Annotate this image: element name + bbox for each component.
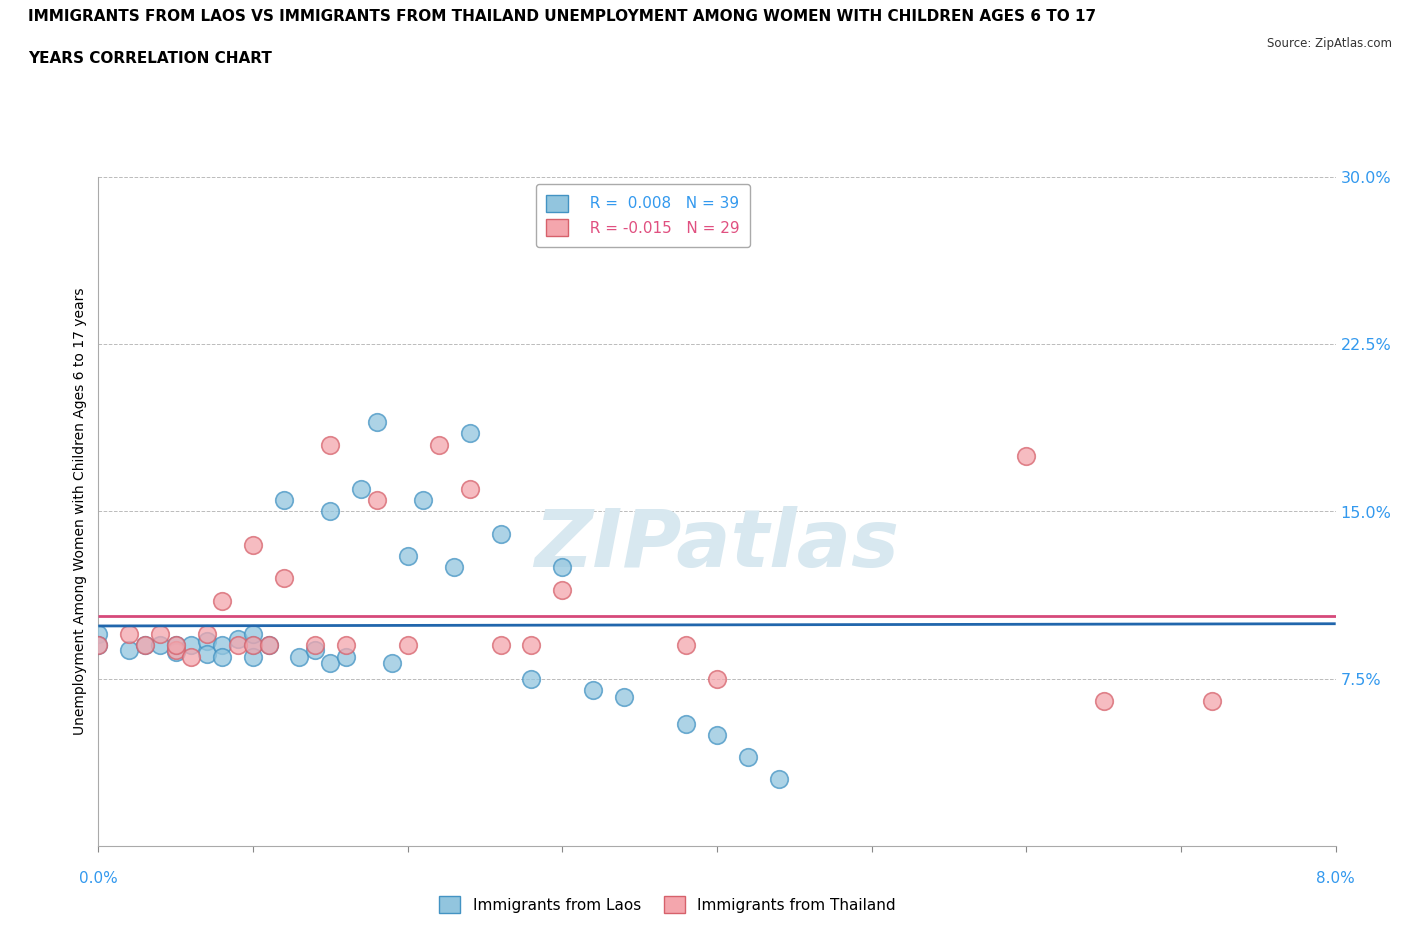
Point (706, 671, 728, 686)
Point (396, 549, 419, 564)
Point (288, 649, 311, 664)
Point (319, 504, 342, 519)
Point (319, 656, 342, 671)
Point (427, 437, 450, 452)
Point (257, 638, 280, 653)
Point (226, 631, 249, 646)
Point (87, 638, 110, 653)
Point (149, 627, 172, 642)
Point (211, 638, 233, 653)
Point (87, 638, 110, 653)
Point (1201, 694, 1223, 709)
Point (118, 643, 141, 658)
Point (195, 647, 218, 662)
Point (443, 560, 465, 575)
Point (675, 638, 697, 653)
Point (381, 656, 404, 671)
Point (165, 643, 187, 658)
Point (87, 627, 110, 642)
Point (165, 638, 187, 653)
Point (613, 689, 636, 704)
Point (768, 772, 790, 787)
Point (335, 638, 357, 653)
Point (273, 571, 295, 586)
Point (551, 560, 574, 575)
Point (582, 683, 605, 698)
Point (226, 638, 249, 653)
Point (737, 750, 759, 764)
Point (165, 638, 187, 653)
Point (520, 638, 543, 653)
Point (180, 649, 202, 664)
Legend: Immigrants from Laos, Immigrants from Thailand: Immigrants from Laos, Immigrants from Th… (433, 890, 903, 919)
Point (180, 638, 202, 653)
Text: 8.0%: 8.0% (1316, 871, 1355, 886)
Point (149, 638, 172, 653)
Point (195, 633, 218, 648)
Text: Source: ZipAtlas.com: Source: ZipAtlas.com (1267, 37, 1392, 50)
Point (412, 493, 434, 508)
Text: IMMIGRANTS FROM LAOS VS IMMIGRANTS FROM THAILAND UNEMPLOYMENT AMONG WOMEN WITH C: IMMIGRANTS FROM LAOS VS IMMIGRANTS FROM … (28, 9, 1097, 24)
Point (350, 482, 373, 497)
Point (366, 493, 388, 508)
Point (242, 649, 264, 664)
Point (304, 638, 326, 653)
Point (520, 671, 543, 686)
Point (118, 627, 141, 642)
Point (134, 638, 156, 653)
Point (242, 627, 264, 642)
Point (366, 415, 388, 430)
Point (706, 727, 728, 742)
Point (458, 426, 481, 441)
Point (242, 538, 264, 552)
Point (319, 437, 342, 452)
Point (195, 627, 218, 642)
Point (273, 493, 295, 508)
Point (211, 593, 233, 608)
Point (134, 638, 156, 653)
Point (257, 638, 280, 653)
Point (335, 649, 357, 664)
Point (489, 638, 512, 653)
Point (165, 644, 187, 659)
Text: 0.0%: 0.0% (79, 871, 118, 886)
Text: YEARS CORRELATION CHART: YEARS CORRELATION CHART (28, 51, 271, 66)
Point (675, 716, 697, 731)
Point (551, 582, 574, 597)
Point (458, 482, 481, 497)
Text: ZIPatlas: ZIPatlas (534, 506, 900, 584)
Point (1092, 694, 1115, 709)
Point (396, 638, 419, 653)
Point (489, 526, 512, 541)
Point (1015, 448, 1038, 463)
Point (304, 643, 326, 658)
Point (242, 638, 264, 653)
Point (211, 649, 233, 664)
Point (242, 638, 264, 653)
Y-axis label: Unemployment Among Women with Children Ages 6 to 17 years: Unemployment Among Women with Children A… (73, 287, 87, 736)
